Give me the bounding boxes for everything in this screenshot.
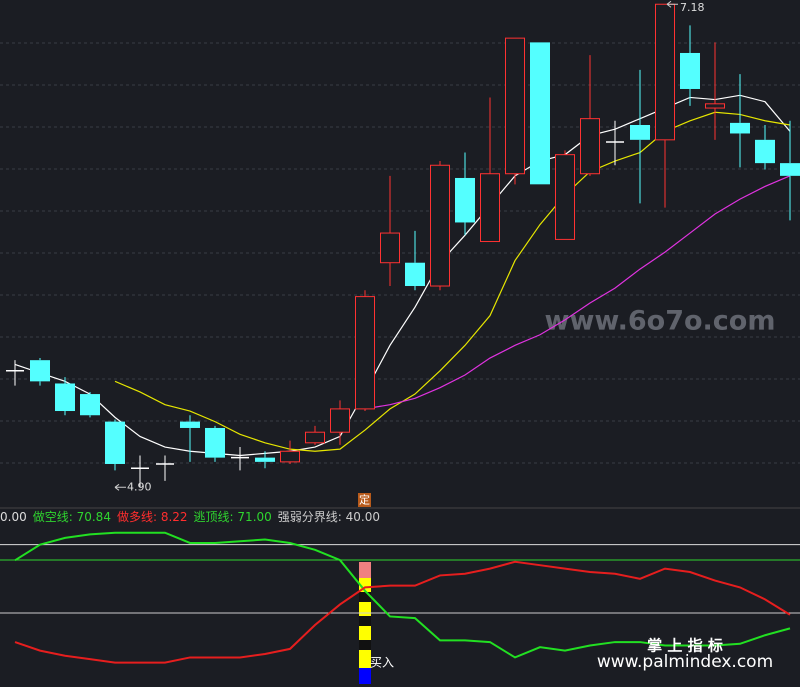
candle-body xyxy=(655,3,675,141)
candle-body xyxy=(55,383,75,412)
candle-body xyxy=(630,125,650,140)
candle-body xyxy=(205,427,225,458)
candle-body xyxy=(30,360,50,382)
candle-body xyxy=(755,139,775,164)
legend-name: 强弱分界线: xyxy=(277,510,342,524)
watermark-brand: 掌 上 指 标 xyxy=(647,637,723,655)
legend-value: 70.84 xyxy=(76,510,111,524)
buy-signal-bar xyxy=(359,562,371,684)
candle-body xyxy=(380,232,400,264)
candle-body xyxy=(180,421,200,428)
legend-item: 强弱分界线: 40.00 xyxy=(278,510,380,524)
signal-label: 买入 xyxy=(370,656,394,670)
candle-body xyxy=(330,408,350,433)
candle-body xyxy=(680,52,700,89)
watermark: www.6o7o.com xyxy=(545,306,776,337)
candle-body xyxy=(305,431,325,444)
candle-body xyxy=(430,164,450,287)
indicator-line xyxy=(14,531,791,659)
candle-body xyxy=(280,450,300,463)
legend: 0.00 做空线: 70.84 做多线: 8.22 逃顶线: 71.00 强弱分界线: … xyxy=(0,509,386,525)
legend-value: 71.00 xyxy=(237,510,272,524)
high-arrow xyxy=(666,0,678,8)
candle-body xyxy=(505,37,525,175)
candle-body xyxy=(355,296,375,410)
low-label: 4.90 xyxy=(127,480,152,493)
watermark-url: www.palmindex.com xyxy=(597,652,773,672)
candle-body xyxy=(80,394,100,416)
legend-name: 做空线: xyxy=(32,510,73,524)
candle-body xyxy=(580,118,600,175)
legend-name: 做多线: xyxy=(116,510,157,524)
legend-name: 逃顶线: xyxy=(193,510,234,524)
legend-value: 8.22 xyxy=(160,510,188,524)
candle-body xyxy=(105,421,125,464)
moving-average xyxy=(364,175,791,410)
candle-body xyxy=(455,177,475,223)
legend-value: 40.00 xyxy=(345,510,381,524)
legend-item: 做多线: 8.22 xyxy=(117,510,188,524)
candle-body xyxy=(780,163,800,176)
badge-box xyxy=(358,493,371,507)
candle-body xyxy=(255,457,275,462)
moving-average xyxy=(114,111,791,452)
low-arrow xyxy=(114,483,126,491)
high-label: 7.18 xyxy=(680,1,705,14)
legend-item: 做空线: 70.84 xyxy=(33,510,111,524)
badge: 定 xyxy=(359,493,370,507)
candle-body xyxy=(555,154,575,240)
legend-item: 0.00 xyxy=(0,510,27,524)
candle-body xyxy=(705,103,725,109)
candle-body xyxy=(730,122,750,134)
legend-value: 0.00 xyxy=(0,510,27,524)
candle-body xyxy=(480,173,500,243)
indicator-line xyxy=(14,560,791,664)
legend-item: 逃顶线: 71.00 xyxy=(194,510,272,524)
candle-body xyxy=(530,42,550,185)
candle-body xyxy=(405,262,425,287)
